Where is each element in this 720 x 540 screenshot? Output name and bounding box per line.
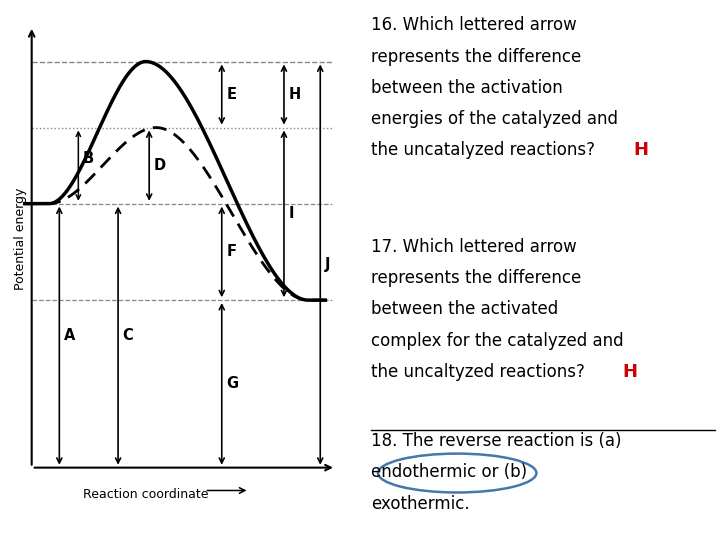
Text: Potential energy: Potential energy [14,188,27,291]
Text: 17. Which lettered arrow: 17. Which lettered arrow [371,238,577,255]
Text: G: G [226,376,238,392]
Text: the uncatalyzed reactions?: the uncatalyzed reactions? [371,141,595,159]
Text: E: E [226,87,236,102]
Text: represents the difference: represents the difference [371,48,581,65]
Text: endothermic or (b): endothermic or (b) [371,463,527,481]
Text: H: H [289,87,301,102]
Text: H: H [634,141,649,159]
Text: H: H [623,363,638,381]
Text: D: D [153,158,166,173]
Text: A: A [64,328,75,343]
Text: F: F [226,245,236,259]
Text: 18. The reverse reaction is (a): 18. The reverse reaction is (a) [371,432,621,450]
Text: complex for the catalyzed and: complex for the catalyzed and [371,332,624,349]
Text: C: C [122,328,133,343]
Text: Reaction coordinate: Reaction coordinate [83,488,209,501]
Text: exothermic.: exothermic. [371,495,469,512]
Text: energies of the catalyzed and: energies of the catalyzed and [371,110,618,128]
Text: represents the difference: represents the difference [371,269,581,287]
Text: J: J [325,257,330,272]
Text: between the activated: between the activated [371,300,558,318]
Text: between the activation: between the activation [371,79,562,97]
Text: 16. Which lettered arrow: 16. Which lettered arrow [371,16,577,34]
Text: B: B [83,151,94,165]
Text: I: I [289,206,294,221]
Text: the uncaltyzed reactions?: the uncaltyzed reactions? [371,363,585,381]
